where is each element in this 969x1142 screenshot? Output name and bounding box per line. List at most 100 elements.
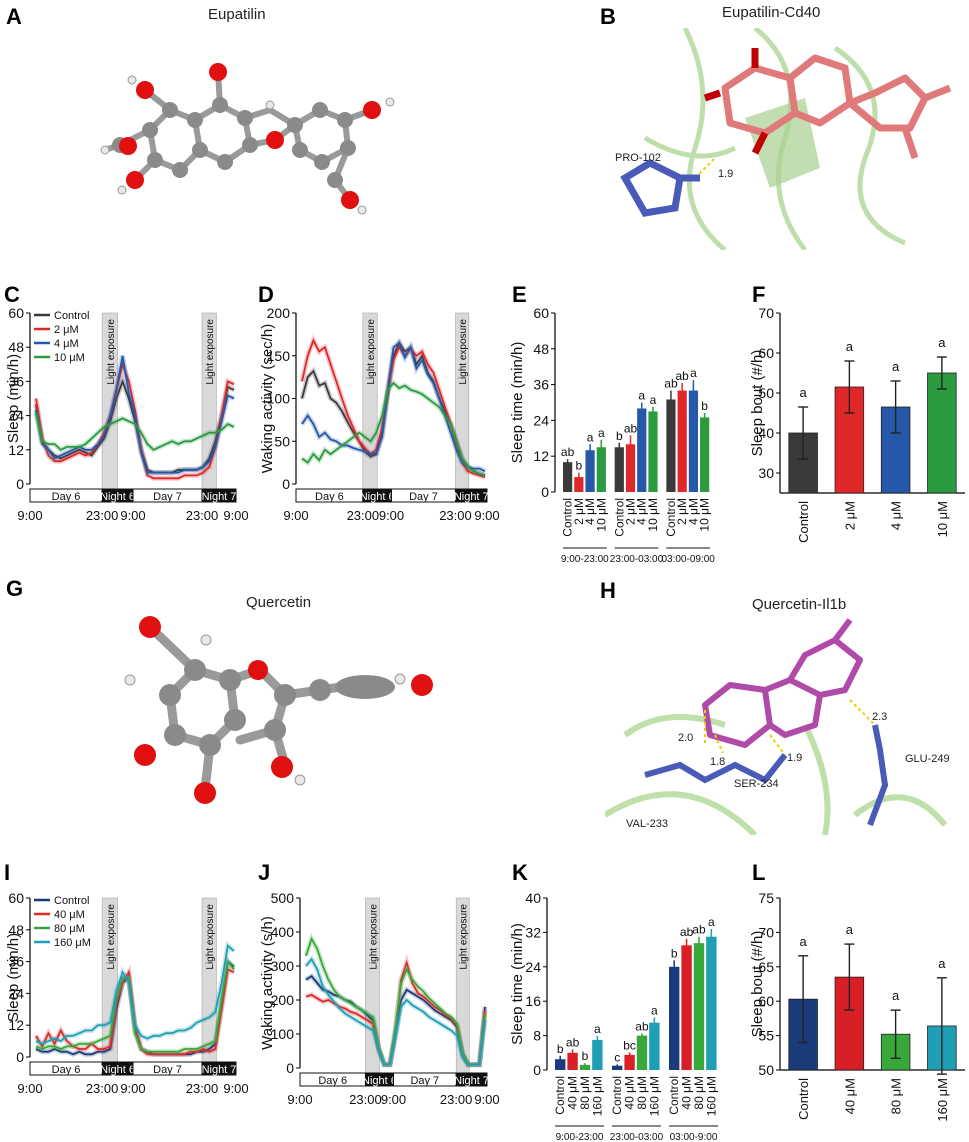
day-night-label: Day 6 bbox=[52, 491, 81, 503]
y-tick-label: 36 bbox=[8, 373, 24, 389]
day-night-label: Night 6 bbox=[100, 491, 135, 503]
category-label: Control bbox=[664, 498, 678, 537]
category-label: Control bbox=[796, 1078, 811, 1120]
significance-letter: a bbox=[650, 393, 657, 407]
significance-letter: a bbox=[638, 389, 645, 403]
significance-letter: a bbox=[938, 335, 946, 350]
series-line bbox=[35, 943, 235, 1045]
label-glu-249: GLU-249 bbox=[905, 753, 950, 765]
category-label: 160 μM bbox=[704, 1076, 718, 1116]
day-night-label: Day 7 bbox=[410, 1075, 439, 1087]
light-exposure-label: Light exposure bbox=[106, 904, 117, 970]
y-tick-label: 12 bbox=[8, 442, 24, 458]
y-tick-label: 48 bbox=[8, 922, 24, 938]
bar bbox=[579, 1064, 591, 1070]
legend-label: 10 μM bbox=[54, 352, 85, 364]
bar bbox=[649, 1022, 660, 1070]
bar bbox=[637, 408, 647, 492]
y-tick-label: 100 bbox=[267, 391, 291, 407]
significance-letter: b bbox=[671, 946, 678, 960]
y-tick-label: 12 bbox=[8, 1017, 24, 1033]
bar bbox=[681, 945, 692, 1070]
y-tick-label: 75 bbox=[758, 890, 774, 906]
y-tick-label: 60 bbox=[8, 305, 24, 321]
bar bbox=[624, 1054, 635, 1070]
day-night-segment bbox=[201, 488, 237, 503]
significance-letter: b bbox=[701, 399, 708, 413]
significance-letter: a bbox=[846, 339, 854, 354]
group-label: 23:00-03:00 bbox=[610, 1132, 664, 1142]
y-tick-label: 60 bbox=[758, 345, 774, 361]
bar bbox=[563, 462, 573, 492]
y-tick-label: 40 bbox=[525, 890, 541, 906]
day-night-segment bbox=[454, 488, 488, 503]
significance-letter: ab bbox=[692, 923, 706, 937]
x-tick-label: 23:00 bbox=[439, 508, 472, 523]
significance-letter: b bbox=[582, 1049, 589, 1063]
y-tick-label: 8 bbox=[533, 1028, 541, 1044]
x-tick-label: 9:00 bbox=[223, 508, 248, 523]
y-tick-label: 200 bbox=[271, 992, 295, 1008]
significance-letter: a bbox=[690, 366, 697, 380]
light-exposure-label: Light exposure bbox=[205, 319, 216, 385]
panel-letter-i: I bbox=[4, 860, 10, 885]
y-tick-label: 65 bbox=[758, 959, 774, 975]
x-tick-label: 9:00 bbox=[120, 1081, 145, 1096]
y-axis-label: Sleep bout (#/h) bbox=[749, 931, 766, 1038]
x-tick-label: 23:00 bbox=[186, 508, 219, 523]
significance-letter: a bbox=[800, 385, 808, 400]
significance-letter: a bbox=[598, 426, 605, 440]
category-label: 160 μM bbox=[935, 1078, 950, 1122]
bar bbox=[585, 450, 595, 492]
significance-letter: ab bbox=[561, 445, 575, 459]
y-tick-label: 0 bbox=[16, 1049, 24, 1065]
y-tick-label: 30 bbox=[758, 465, 774, 481]
category-label: 2 μM bbox=[624, 498, 638, 525]
chart-l: L 50 55 60 65 70 75 Sleep bout (#/h) a Control a 40… bbox=[749, 860, 965, 1122]
category-label: 40 μM bbox=[623, 1076, 637, 1110]
label-distance-2-0: 2.0 bbox=[678, 732, 694, 744]
bar bbox=[636, 1035, 648, 1070]
x-tick-label: 23:00 bbox=[440, 1092, 473, 1107]
bar bbox=[592, 1039, 603, 1070]
bar bbox=[625, 444, 636, 492]
bar bbox=[677, 390, 687, 492]
day-night-label: Night 7 bbox=[454, 491, 489, 503]
series-line bbox=[305, 936, 486, 1066]
category-label: 80 μM bbox=[635, 1076, 649, 1110]
category-label: 4 μM bbox=[889, 501, 904, 530]
legend-label: 80 μM bbox=[54, 923, 85, 935]
x-tick-label: 9:00 bbox=[17, 508, 42, 523]
label-distance-1-9-b: 1.9 bbox=[718, 168, 734, 180]
y-tick-label: 16 bbox=[525, 993, 541, 1009]
x-tick-label: 9:00 bbox=[17, 1081, 42, 1096]
significance-letter: c bbox=[614, 1050, 620, 1064]
day-night-label: Day 6 bbox=[318, 1075, 347, 1087]
y-tick-label: 150 bbox=[267, 348, 291, 364]
x-tick-label: 23:00 bbox=[86, 508, 119, 523]
series-line bbox=[35, 959, 235, 1053]
day-night-label: Day 6 bbox=[52, 1064, 81, 1076]
y-tick-label: 48 bbox=[8, 339, 24, 355]
day-night-label: Day 7 bbox=[153, 491, 182, 503]
day-night-segment bbox=[455, 1072, 488, 1087]
x-tick-label: 9:00 bbox=[381, 1092, 406, 1107]
y-axis-label: Sleep time (min/h) bbox=[509, 923, 526, 1045]
series-line bbox=[301, 381, 486, 477]
panel-letter-a: A bbox=[6, 4, 22, 29]
significance-letter: a bbox=[587, 430, 594, 444]
day-night-label: Day 7 bbox=[409, 491, 438, 503]
y-axis-label: Waking activity (sec/h) bbox=[259, 324, 276, 473]
bar bbox=[688, 390, 699, 492]
category-label: 2 μM bbox=[675, 498, 689, 525]
day-night-label: Night 7 bbox=[454, 1075, 489, 1087]
day-night-label: Night 6 bbox=[362, 1075, 397, 1087]
x-tick-label: 23:00 bbox=[86, 1081, 119, 1096]
y-tick-label: 36 bbox=[8, 954, 24, 970]
category-label: 4 μM bbox=[635, 498, 649, 525]
y-tick-label: 24 bbox=[525, 959, 541, 975]
label-distance-2-3: 2.3 bbox=[872, 711, 888, 723]
legend-label: Control bbox=[54, 895, 89, 907]
significance-letter: ab bbox=[635, 1019, 649, 1033]
